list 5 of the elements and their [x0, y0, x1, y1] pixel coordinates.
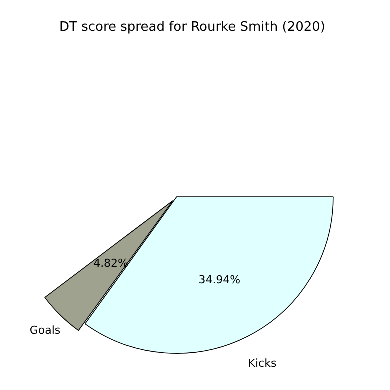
slice-label: Kicks — [248, 357, 277, 370]
data-label: 34.94% — [198, 274, 241, 286]
data-label: 4.82% — [94, 256, 129, 270]
slice-label: Goals — [30, 324, 61, 337]
chart-title: DT score spread for Rourke Smith (2020) — [60, 20, 326, 36]
